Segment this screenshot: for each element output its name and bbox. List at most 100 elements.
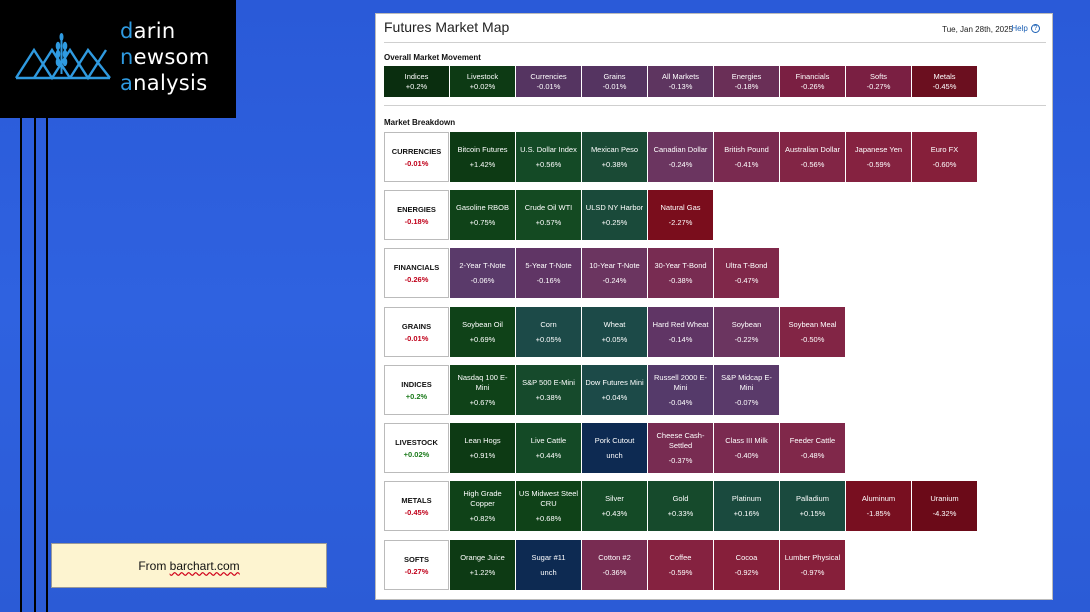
category-label[interactable]: GRAINS -0.01% (384, 307, 449, 357)
market-tile[interactable]: Palladium +0.15% (780, 481, 845, 531)
category-name: SOFTS (403, 554, 429, 564)
overall-tile[interactable]: Grains -0.01% (582, 66, 647, 97)
help-link[interactable]: Help ? (1011, 24, 1040, 34)
overall-tile[interactable]: Livestock +0.02% (450, 66, 515, 97)
market-tile[interactable]: Soybean Oil +0.69% (450, 307, 515, 357)
category-change: -0.26% (404, 274, 429, 284)
market-tile[interactable]: 10-Year T-Note -0.24% (582, 248, 647, 298)
tile-change: -0.07% (734, 397, 759, 407)
tile-name: Ultra T-Bond (725, 260, 768, 270)
overall-tile[interactable]: All Markets -0.13% (648, 66, 713, 97)
market-tile[interactable]: Lean Hogs +0.91% (450, 423, 515, 473)
market-tile[interactable]: Japanese Yen -0.59% (846, 132, 911, 182)
market-tile[interactable]: High Grade Copper +0.82% (450, 481, 515, 531)
overall-tile[interactable]: Indices +0.2% (384, 66, 449, 97)
overall-tile[interactable]: Softs -0.27% (846, 66, 911, 97)
market-tile[interactable]: 30-Year T-Bond -0.38% (648, 248, 713, 298)
tile-name: Japanese Yen (854, 144, 903, 154)
market-tile[interactable]: Aluminum -1.85% (846, 481, 911, 531)
market-tile[interactable]: Crude Oil WTI +0.57% (516, 190, 581, 240)
market-tile[interactable]: Ultra T-Bond -0.47% (714, 248, 779, 298)
overall-tile[interactable]: Energies -0.18% (714, 66, 779, 97)
category-label[interactable]: SOFTS -0.27% (384, 540, 449, 590)
brand-logo: darin newsom analysis (0, 0, 236, 118)
tile-change: -0.59% (668, 567, 693, 577)
tile-name: Platinum (731, 493, 762, 503)
category-label[interactable]: LIVESTOCK +0.02% (384, 423, 449, 473)
market-tile[interactable]: British Pound -0.41% (714, 132, 779, 182)
market-tile[interactable]: Class III Milk -0.40% (714, 423, 779, 473)
overall-tile[interactable]: Metals -0.45% (912, 66, 977, 97)
market-tile[interactable]: Hard Red Wheat -0.14% (648, 307, 713, 357)
date-label: Tue, Jan 28th, 2025 (942, 25, 1013, 34)
tile-name: Nasdaq 100 E-Mini (457, 372, 508, 392)
market-tile[interactable]: Uranium -4.32% (912, 481, 977, 531)
tile-name: S&P 500 E-Mini (522, 377, 575, 387)
market-tile[interactable]: Gasoline RBOB +0.75% (450, 190, 515, 240)
market-tile[interactable]: Lumber Physical -0.97% (780, 540, 845, 590)
tile-name: Energies (731, 71, 762, 81)
tile-change: +0.57% (535, 217, 562, 227)
category-label[interactable]: FINANCIALS -0.26% (384, 248, 449, 298)
category-change: -0.45% (404, 507, 429, 517)
market-tile[interactable]: Nasdaq 100 E-Mini +0.67% (450, 365, 515, 415)
market-tile[interactable]: 5-Year T-Note -0.16% (516, 248, 581, 298)
market-tile[interactable]: Bitcoin Futures +1.42% (450, 132, 515, 182)
market-tile[interactable]: Russell 2000 E-Mini -0.04% (648, 365, 713, 415)
category-label[interactable]: CURRENCIES -0.01% (384, 132, 449, 182)
tile-change: +0.38% (535, 392, 562, 402)
category-label[interactable]: METALS -0.45% (384, 481, 449, 531)
market-tile[interactable]: Cocoa -0.92% (714, 540, 779, 590)
market-tile[interactable]: Soybean Meal -0.50% (780, 307, 845, 357)
market-tile[interactable]: ULSD NY Harbor +0.25% (582, 190, 647, 240)
market-tile[interactable]: Platinum +0.16% (714, 481, 779, 531)
market-tile[interactable]: Orange Juice +1.22% (450, 540, 515, 590)
tile-name: Livestock (466, 71, 499, 81)
market-tile[interactable]: S&P 500 E-Mini +0.38% (516, 365, 581, 415)
tile-name: Metals (933, 71, 956, 81)
source-link[interactable]: barchart.com (169, 558, 240, 573)
tile-name: US Midwest Steel CRU (518, 488, 579, 508)
tile-change: +1.22% (469, 567, 496, 577)
tile-name: Feeder Cattle (789, 435, 836, 445)
market-tile[interactable]: Live Cattle +0.44% (516, 423, 581, 473)
market-tile[interactable]: Soybean -0.22% (714, 307, 779, 357)
market-tile[interactable]: 2-Year T-Note -0.06% (450, 248, 515, 298)
market-tile[interactable]: Gold +0.33% (648, 481, 713, 531)
market-tile[interactable]: Pork Cutout unch (582, 423, 647, 473)
market-tile[interactable]: Mexican Peso +0.38% (582, 132, 647, 182)
market-tile[interactable]: Euro FX -0.60% (912, 132, 977, 182)
market-tile[interactable]: Australian Dollar -0.56% (780, 132, 845, 182)
tile-change: +0.44% (535, 450, 562, 460)
market-tile[interactable]: Coffee -0.59% (648, 540, 713, 590)
market-tile[interactable]: Silver +0.43% (582, 481, 647, 531)
source-note: From barchart.com (51, 543, 327, 588)
market-tile[interactable]: Dow Futures Mini +0.04% (582, 365, 647, 415)
market-tile[interactable]: Wheat +0.05% (582, 307, 647, 357)
category-label[interactable]: ENERGIES -0.18% (384, 190, 449, 240)
market-tile[interactable]: U.S. Dollar Index +0.56% (516, 132, 581, 182)
market-tile[interactable]: Cotton #2 -0.36% (582, 540, 647, 590)
overall-tile[interactable]: Financials -0.26% (780, 66, 845, 97)
market-tile[interactable]: Cheese Cash-Settled -0.37% (648, 423, 713, 473)
help-icon[interactable]: ? (1031, 24, 1040, 34)
tile-name: Corn (540, 319, 557, 329)
tile-change: +0.2% (405, 81, 428, 91)
tile-change: +0.75% (469, 217, 496, 227)
market-tile[interactable]: Sugar #11 unch (516, 540, 581, 590)
tile-name: Pork Cutout (594, 435, 635, 445)
tile-change: -0.45% (932, 81, 957, 91)
panel-header: Futures Market Map Tue, Jan 28th, 2025 H… (384, 14, 1046, 43)
market-tile[interactable]: Feeder Cattle -0.48% (780, 423, 845, 473)
market-tile[interactable]: S&P Midcap E-Mini -0.07% (714, 365, 779, 415)
tile-name: Palladium (796, 493, 829, 503)
tile-name: Gasoline RBOB (456, 202, 509, 212)
category-label[interactable]: INDICES +0.2% (384, 365, 449, 415)
market-tile[interactable]: Corn +0.05% (516, 307, 581, 357)
tile-change: -0.97% (800, 567, 825, 577)
market-tile[interactable]: Natural Gas -2.27% (648, 190, 713, 240)
overall-tile[interactable]: Currencies -0.01% (516, 66, 581, 97)
market-tile[interactable]: Canadian Dollar -0.24% (648, 132, 713, 182)
tile-change: -0.01% (602, 81, 627, 91)
market-tile[interactable]: US Midwest Steel CRU +0.68% (516, 481, 581, 531)
